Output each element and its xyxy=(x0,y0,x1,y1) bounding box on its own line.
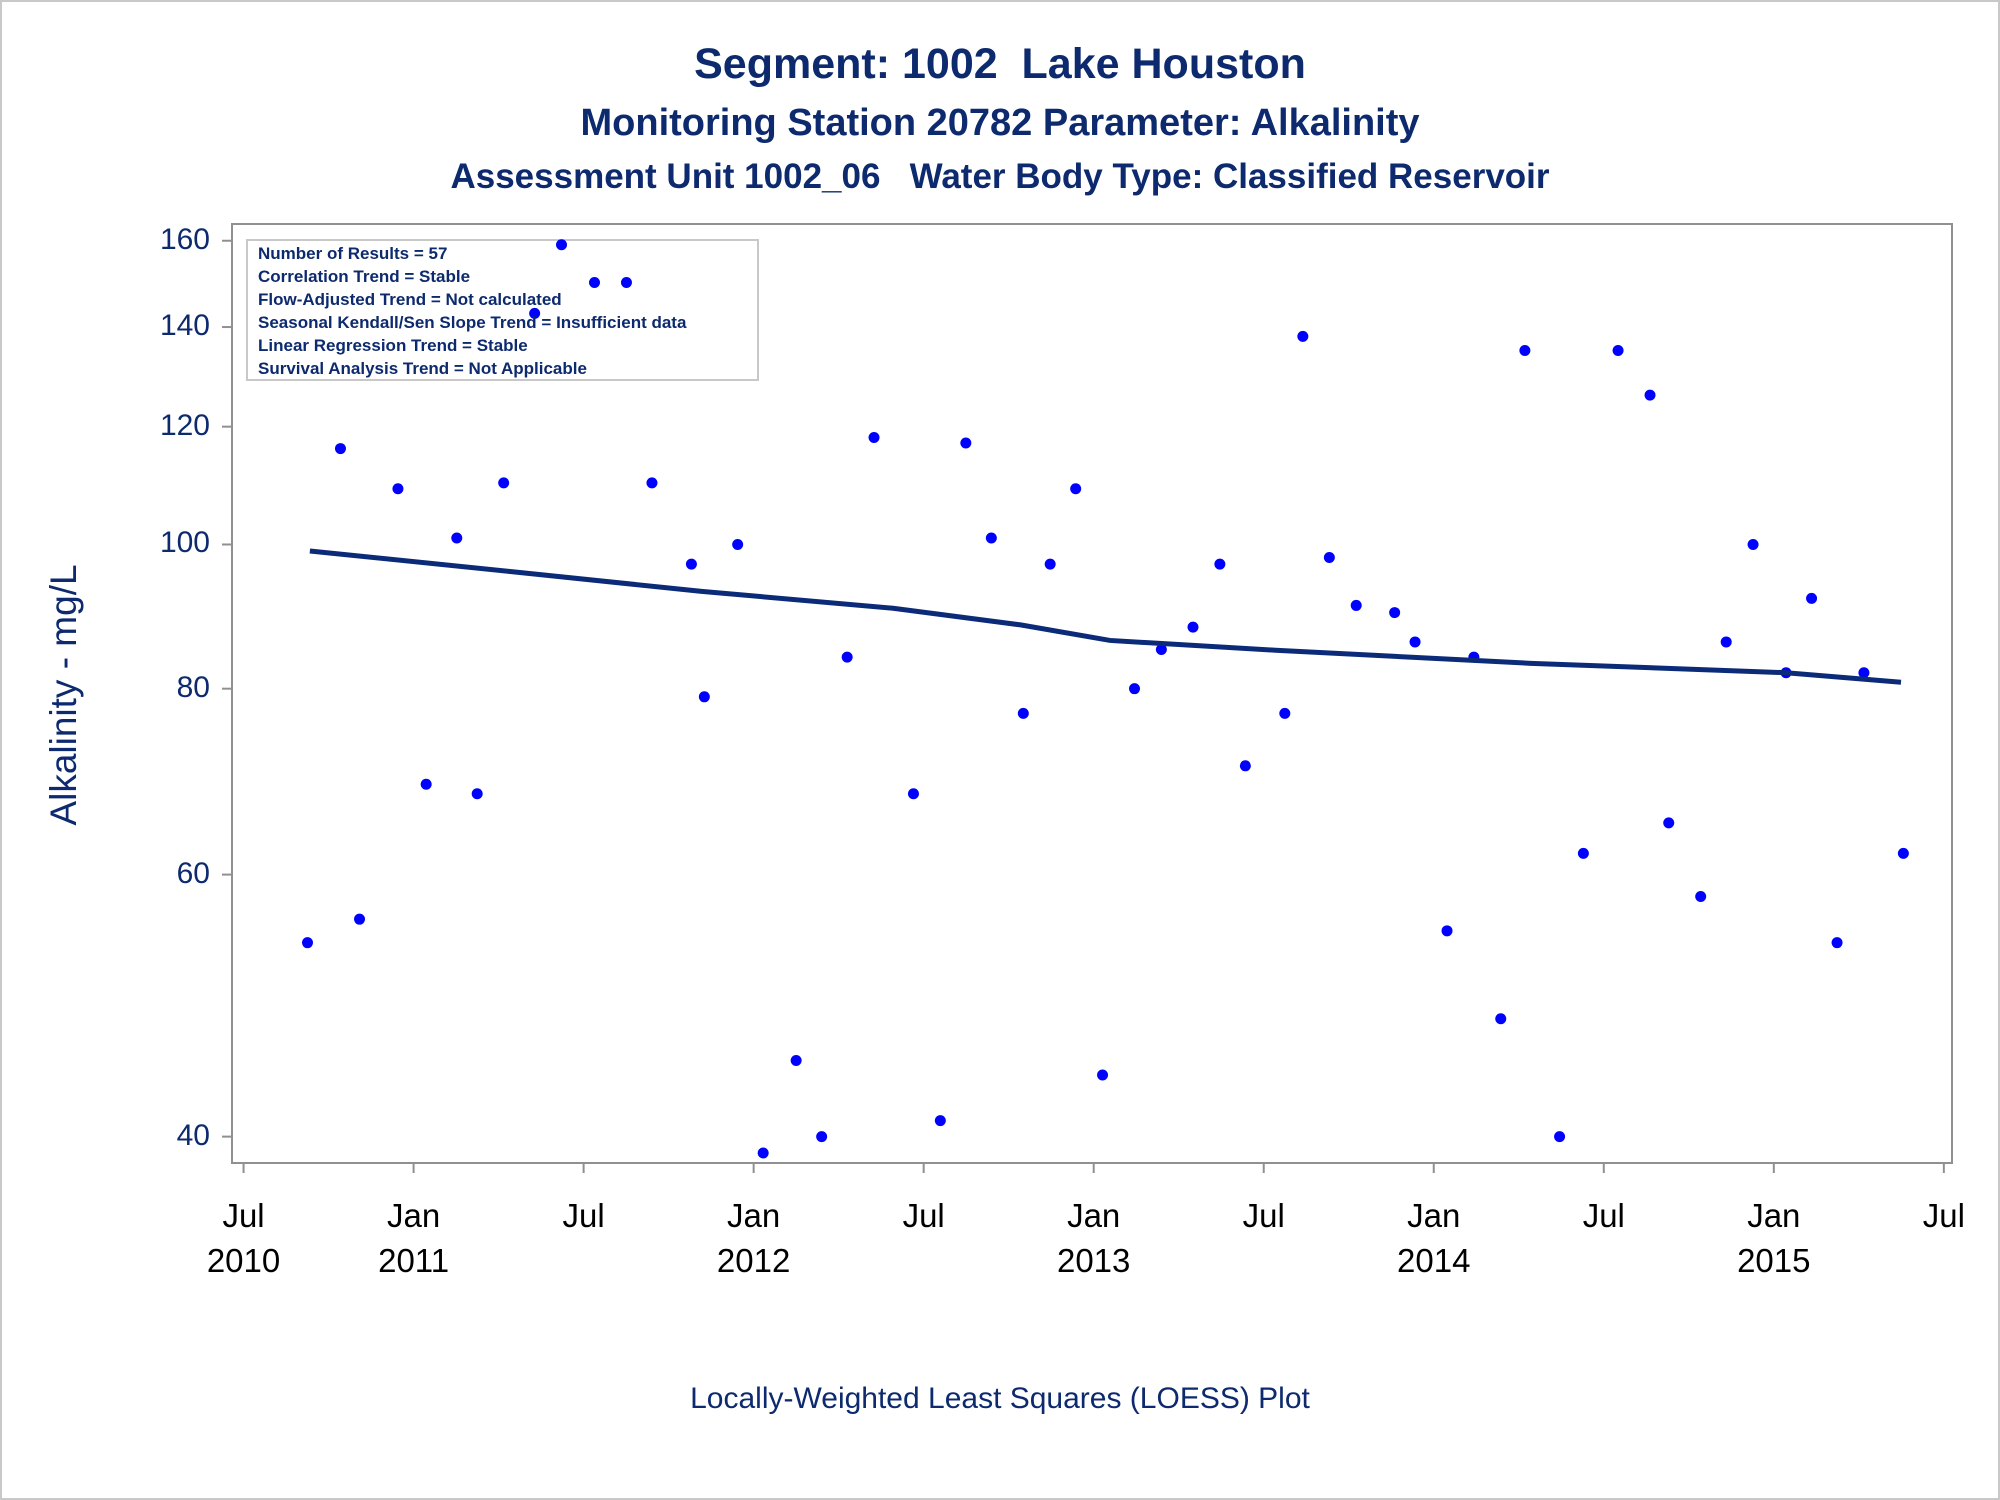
data-point xyxy=(816,1131,828,1143)
data-point xyxy=(1495,1013,1507,1025)
data-point xyxy=(1187,621,1199,633)
x-tick-label: Jan 2013 xyxy=(1056,1197,1131,1279)
data-point xyxy=(420,778,432,790)
data-point xyxy=(1017,707,1029,719)
data-point xyxy=(1897,847,1909,859)
data-point xyxy=(556,239,568,251)
data-point xyxy=(1806,592,1818,604)
x-tick-label: Jan 2014 xyxy=(1397,1197,1471,1279)
annotation: Seasonal Kendall/Sen Slope Trend = Insuf… xyxy=(258,313,687,332)
annotation: Flow-Adjusted Trend = Not calculated xyxy=(258,290,562,309)
data-point xyxy=(960,437,972,449)
data-point xyxy=(698,691,710,703)
y-tick-label: 100 xyxy=(159,526,210,560)
data-point xyxy=(1389,607,1401,619)
data-point xyxy=(1279,707,1291,719)
data-point xyxy=(1441,925,1453,937)
chart-title: Segment: 1002 Lake Houston xyxy=(694,40,1306,88)
data-point xyxy=(1044,558,1056,570)
x-tick-label: Jul xyxy=(1242,1197,1285,1234)
data-point xyxy=(1858,667,1870,679)
data-point xyxy=(1695,891,1707,903)
y-tick-label: 60 xyxy=(176,856,210,890)
data-point xyxy=(985,532,997,544)
data-point xyxy=(1097,1069,1109,1081)
x-tick-label: Jan 2011 xyxy=(378,1197,450,1279)
data-point xyxy=(1239,760,1251,772)
data-point xyxy=(1409,636,1421,648)
data-point xyxy=(1747,538,1759,550)
y-tick-label: 120 xyxy=(159,408,210,442)
data-point xyxy=(1612,345,1624,357)
x-tick-label: Jul xyxy=(902,1197,945,1234)
data-point xyxy=(451,532,463,544)
data-point xyxy=(1214,558,1226,570)
annotation-box xyxy=(246,239,759,381)
data-point xyxy=(1720,636,1732,648)
data-point xyxy=(907,788,919,800)
annotation: Survival Analysis Trend = Not Applicable xyxy=(258,359,587,378)
data-point xyxy=(1577,847,1589,859)
data-point xyxy=(1155,644,1167,656)
y-tick-label: 160 xyxy=(159,222,210,256)
data-point xyxy=(620,276,632,288)
data-point xyxy=(646,477,658,489)
plot-frame xyxy=(231,223,1953,1164)
data-point xyxy=(1663,817,1675,829)
annotation: Linear Regression Trend = Stable xyxy=(258,336,528,355)
y-tick-label: 140 xyxy=(159,309,210,343)
data-point xyxy=(757,1147,769,1159)
data-point xyxy=(1554,1131,1566,1143)
x-tick-label: Jul 2010 xyxy=(206,1197,281,1279)
data-point xyxy=(1644,389,1656,401)
x-tick-label: Jul xyxy=(1582,1197,1625,1234)
data-point xyxy=(1297,330,1309,342)
data-point xyxy=(790,1055,802,1067)
y-axis-label: Alkalinity - mg/L xyxy=(43,564,84,826)
data-point xyxy=(1129,683,1141,695)
data-point xyxy=(1519,345,1531,357)
y-tick-label: 80 xyxy=(176,670,210,704)
data-point xyxy=(841,651,853,663)
annotation: Correlation Trend = Stable xyxy=(258,267,471,286)
data-point xyxy=(498,477,510,489)
data-point xyxy=(1350,599,1362,611)
y-tick-label: 40 xyxy=(176,1118,210,1152)
data-point xyxy=(334,443,346,455)
x-tick-label: Jul xyxy=(1922,1197,1965,1234)
data-point xyxy=(301,937,313,949)
data-point xyxy=(868,432,880,444)
data-point xyxy=(392,483,404,495)
x-tick-label: Jan 2015 xyxy=(1737,1197,1811,1279)
footnote: Locally-Weighted Least Squares (LOESS) P… xyxy=(690,1382,1310,1415)
chart-subtitle: Monitoring Station 20782 Parameter: Alka… xyxy=(580,102,1420,144)
data-point xyxy=(1070,483,1082,495)
data-point xyxy=(588,276,600,288)
chart-subtitle: Assessment Unit 1002_06 Water Body Type:… xyxy=(450,157,1550,196)
x-tick-label: Jul xyxy=(562,1197,605,1234)
data-point xyxy=(934,1115,946,1127)
data-point xyxy=(685,558,697,570)
loess-line xyxy=(309,548,1902,685)
data-point xyxy=(732,538,744,550)
data-point xyxy=(471,788,483,800)
data-point xyxy=(529,307,541,319)
annotation: Number of Results = 57 xyxy=(258,244,448,263)
data-point xyxy=(1831,937,1843,949)
x-tick-label: Jan 2012 xyxy=(716,1197,791,1279)
data-point xyxy=(354,913,366,925)
data-point xyxy=(1323,552,1335,564)
